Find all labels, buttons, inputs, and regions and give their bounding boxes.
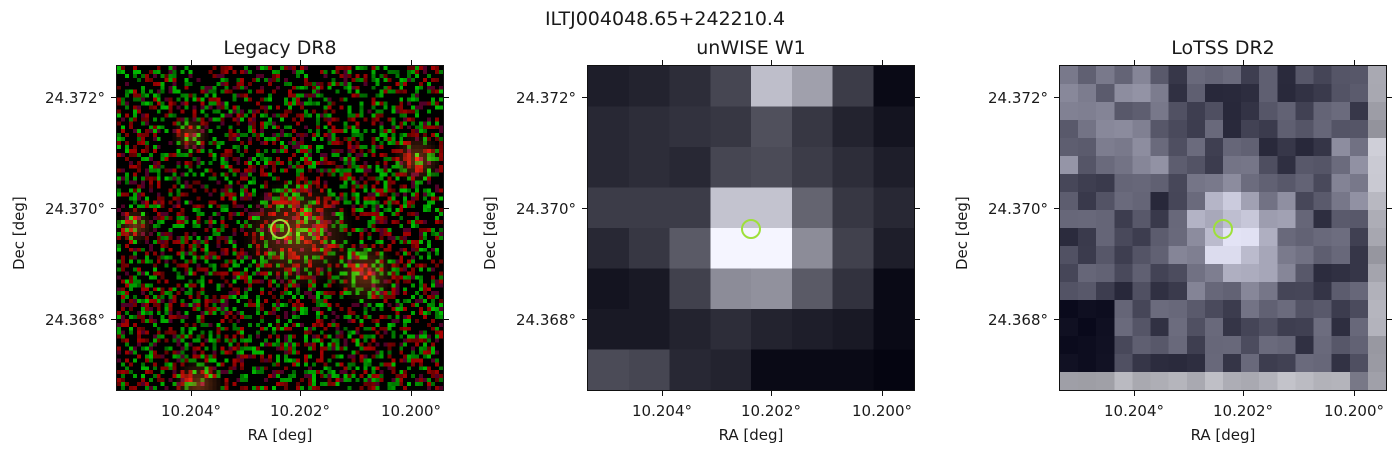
axis-tick-mark xyxy=(771,60,772,65)
figure-title: ILTJ004048.65+242210.4 xyxy=(544,8,786,30)
axis-tick-mark xyxy=(1387,97,1392,98)
y-tick: 24.368° xyxy=(988,311,1048,329)
axis-tick-mark xyxy=(662,391,663,396)
source-marker xyxy=(1213,219,1233,239)
image-frame xyxy=(1059,65,1387,391)
y-tick: 24.372° xyxy=(45,89,105,107)
panel-title: LoTSS DR2 xyxy=(1171,37,1275,59)
panel-title: unWISE W1 xyxy=(696,37,806,59)
axis-tick-mark xyxy=(111,319,116,320)
axis-tick-mark xyxy=(191,60,192,65)
panel-lotss: LoTSS DR2 Dec [deg] 24.372° 24.370° 24.3… xyxy=(943,0,1400,457)
x-axis-label: RA [deg] xyxy=(247,426,313,444)
x-axis-label: RA [deg] xyxy=(718,426,784,444)
axis-tick-mark xyxy=(1243,391,1244,396)
y-tick: 24.370° xyxy=(988,200,1048,218)
y-tick: 24.368° xyxy=(516,311,576,329)
panel-title: Legacy DR8 xyxy=(223,37,337,59)
y-tick: 24.370° xyxy=(516,200,576,218)
axis-tick-mark xyxy=(915,208,920,209)
y-tick: 24.372° xyxy=(988,89,1048,107)
y-tick: 24.370° xyxy=(45,200,105,218)
y-tick: 24.372° xyxy=(516,89,576,107)
axis-tick-mark xyxy=(662,60,663,65)
axis-tick-mark xyxy=(444,97,449,98)
axis-tick-mark xyxy=(111,208,116,209)
axis-tick-mark xyxy=(300,60,301,65)
axis-tick-mark xyxy=(1354,391,1355,396)
x-tick: 10.200° xyxy=(852,402,912,420)
axis-tick-mark xyxy=(882,60,883,65)
x-tick: 10.200° xyxy=(381,402,441,420)
axis-tick-mark xyxy=(582,319,587,320)
axis-tick-mark xyxy=(915,319,920,320)
axis-tick-mark xyxy=(1387,208,1392,209)
x-axis-label: RA [deg] xyxy=(1190,426,1256,444)
axis-tick-mark xyxy=(882,391,883,396)
axis-tick-mark xyxy=(1134,391,1135,396)
axis-tick-mark xyxy=(1387,319,1392,320)
x-tick: 10.204° xyxy=(161,402,221,420)
axis-tick-mark xyxy=(1054,97,1059,98)
axis-tick-mark xyxy=(444,319,449,320)
x-tick: 10.200° xyxy=(1324,402,1384,420)
axis-tick-mark xyxy=(1054,208,1059,209)
image-frame xyxy=(116,65,444,391)
axis-tick-mark xyxy=(1354,60,1355,65)
axis-tick-mark xyxy=(191,391,192,396)
x-tick: 10.202° xyxy=(1213,402,1273,420)
axis-tick-mark xyxy=(582,97,587,98)
axis-tick-mark xyxy=(582,208,587,209)
axis-tick-mark xyxy=(444,208,449,209)
axis-tick-mark xyxy=(1054,319,1059,320)
axis-tick-mark xyxy=(300,391,301,396)
axis-tick-mark xyxy=(771,391,772,396)
y-tick: 24.368° xyxy=(45,311,105,329)
axis-tick-mark xyxy=(1134,60,1135,65)
axis-tick-mark xyxy=(411,60,412,65)
axis-tick-mark xyxy=(411,391,412,396)
source-marker xyxy=(270,219,290,239)
image-frame xyxy=(587,65,915,391)
x-tick: 10.202° xyxy=(270,402,330,420)
axis-tick-mark xyxy=(1243,60,1244,65)
axis-tick-mark xyxy=(915,97,920,98)
x-tick: 10.204° xyxy=(1104,402,1164,420)
panel-unwise: unWISE W1 Dec [deg] 24.372° 24.370° 24.3… xyxy=(471,0,941,457)
x-tick: 10.204° xyxy=(632,402,692,420)
panel-legacy: Legacy DR8 Dec [deg] 24.372° 24.370° 24.… xyxy=(0,0,470,457)
x-tick: 10.202° xyxy=(741,402,801,420)
axis-tick-mark xyxy=(111,97,116,98)
source-marker xyxy=(741,219,761,239)
